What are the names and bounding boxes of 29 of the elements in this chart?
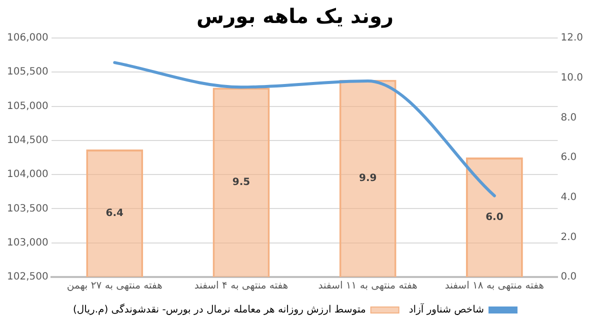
data-label: 9.5	[232, 176, 250, 188]
y-tick-label: 103,500	[6, 203, 48, 214]
y2-tick-label: 2.0	[560, 232, 577, 243]
y-tick-label: 104,000	[6, 169, 48, 180]
y2-tick-label: 0.0	[560, 272, 577, 283]
y2-tick-label: 6.0	[560, 152, 577, 164]
y-tick-label: 105,000	[6, 100, 48, 112]
y-tick-label: 106,000	[6, 32, 48, 44]
y2-tick-label: 10.0	[560, 72, 583, 84]
chart-title: روند یک ماهه بورس	[196, 4, 394, 28]
bar	[212, 88, 270, 277]
line-series	[113, 61, 496, 198]
legend-label: شاخص شناور آزاد	[408, 302, 484, 316]
y2-tick-label: 4.0	[560, 192, 577, 203]
y-tick-label: 104,500	[6, 135, 48, 146]
y2-tick-label: 8.0	[560, 112, 577, 124]
y2-tick-label: 12.0	[560, 32, 583, 44]
x-tick-label: هفته منتهی به ۱۱ اسفند	[318, 280, 418, 292]
x-tick-label: هفته منتهی به ۱۸ اسفند	[444, 280, 544, 292]
y-tick-label: 102,500	[6, 272, 48, 283]
x-tick-label: هفته منتهی به ۴ اسفند	[194, 280, 288, 292]
data-label: 6.0	[486, 212, 504, 223]
data-label: 9.9	[358, 173, 377, 184]
legend-label: متوسط ارزش روزانه هر معامله نرمال در بورس- نقدشوندگی (م.ریال)	[73, 304, 366, 316]
x-tick-label: هفته منتهی به ۲۷ بهمن	[66, 280, 162, 292]
y-tick-label: 103,000	[6, 237, 48, 248]
y-tick-label: 105,500	[6, 66, 48, 78]
data-label: 6.4	[106, 208, 124, 219]
bar	[86, 150, 144, 277]
